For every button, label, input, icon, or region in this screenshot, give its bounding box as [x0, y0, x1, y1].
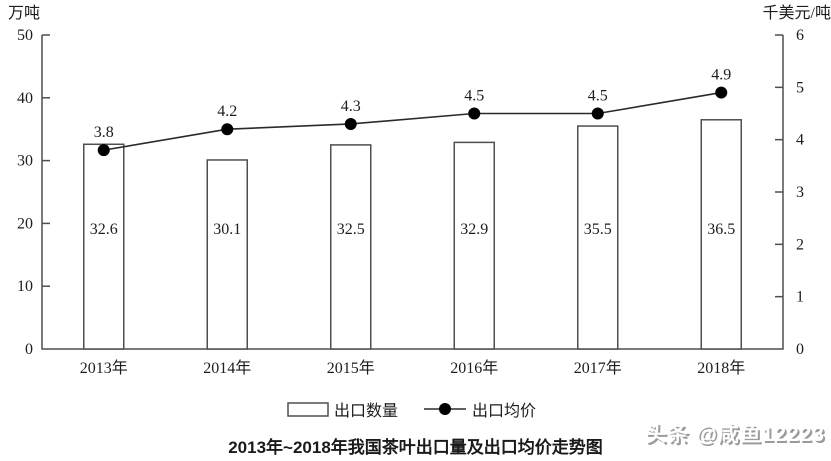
- bar-value-label: 32.5: [337, 221, 365, 238]
- axis-frame: [41, 35, 784, 350]
- right-axis-tick-label: 1: [796, 289, 804, 306]
- export-volume-bar: [700, 119, 742, 350]
- legend-bar-swatch: [287, 402, 329, 417]
- export-volume-bar: [577, 125, 619, 350]
- price-point-marker: [97, 144, 110, 157]
- x-axis-label: 2013年: [80, 359, 128, 377]
- bar-value-label: 32.9: [460, 221, 488, 238]
- bar-value-label: 30.1: [213, 221, 241, 238]
- x-axis-label: 2017年: [574, 359, 622, 377]
- price-value-label: 4.3: [341, 98, 361, 115]
- bar-value-label: 36.5: [707, 221, 735, 238]
- watermark: 头条 @咸鱼12223: [645, 423, 825, 446]
- export-price-line: [103, 91, 722, 151]
- left-axis-tick-label: 10: [17, 278, 33, 295]
- price-point-marker: [468, 107, 481, 120]
- left-axis-unit-label: 万吨: [8, 4, 40, 22]
- left-axis-tick-label: 0: [25, 341, 33, 358]
- left-axis-tick-label: 40: [17, 90, 33, 107]
- right-axis-tick-label: 2: [796, 236, 804, 253]
- price-point-marker: [344, 117, 357, 130]
- x-axis-label: 2016年: [450, 359, 498, 377]
- left-axis-tick-label: 50: [17, 27, 33, 44]
- chart-title: 2013年~2018年我国茶叶出口量及出口均价走势图: [228, 438, 603, 457]
- bar-value-label: 35.5: [584, 221, 612, 238]
- right-axis-unit-label: 千美元/吨: [763, 4, 831, 22]
- right-axis-tick-label: 4: [796, 132, 804, 149]
- left-axis-tick-label: 20: [17, 215, 33, 232]
- left-axis-tick-label: 30: [17, 153, 33, 170]
- export-volume-bar: [330, 144, 372, 350]
- price-value-label: 4.5: [588, 88, 608, 105]
- legend-line-label: 出口均价: [472, 402, 536, 420]
- price-value-label: 4.5: [464, 88, 484, 105]
- x-axis-label: 2014年: [203, 359, 251, 377]
- price-value-label: 4.2: [217, 103, 237, 120]
- price-point-marker: [221, 123, 234, 136]
- export-volume-bar: [453, 141, 495, 350]
- right-axis-tick-label: 3: [796, 184, 804, 201]
- legend-bar-label: 出口数量: [334, 402, 398, 420]
- export-volume-bar: [206, 159, 248, 350]
- right-axis-tick-label: 6: [796, 27, 804, 44]
- price-point-marker: [715, 86, 728, 99]
- legend-line-marker: [439, 403, 451, 415]
- x-axis-label: 2015年: [327, 359, 375, 377]
- price-point-marker: [591, 107, 604, 120]
- bar-value-label: 32.6: [90, 221, 118, 238]
- price-value-label: 3.8: [94, 124, 114, 141]
- right-axis-tick-label: 5: [796, 79, 804, 96]
- right-axis-tick-label: 0: [796, 341, 804, 358]
- x-axis-label: 2018年: [697, 359, 745, 377]
- price-value-label: 4.9: [711, 67, 731, 84]
- export-volume-bar: [83, 143, 125, 350]
